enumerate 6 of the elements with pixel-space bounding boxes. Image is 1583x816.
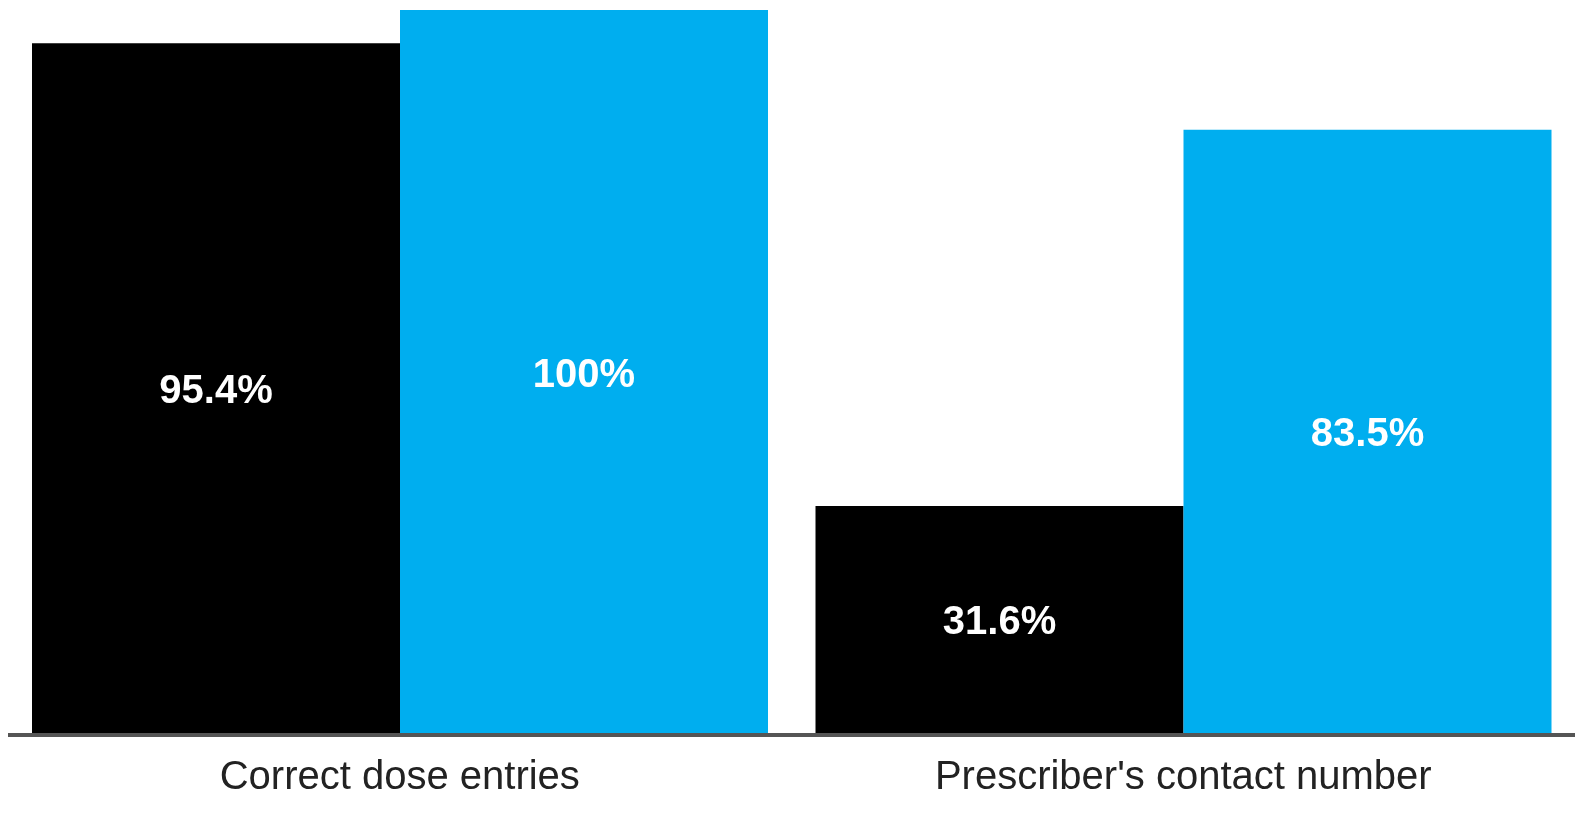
x-tick-label: Prescriber's contact number bbox=[934, 753, 1432, 798]
data-label: 100% bbox=[532, 350, 636, 395]
data-label: 31.6% bbox=[942, 598, 1057, 643]
x-tick-label: Correct dose entries bbox=[219, 753, 580, 798]
data-label: 95.4% bbox=[159, 367, 273, 412]
data-label: 83.5% bbox=[1310, 410, 1425, 455]
